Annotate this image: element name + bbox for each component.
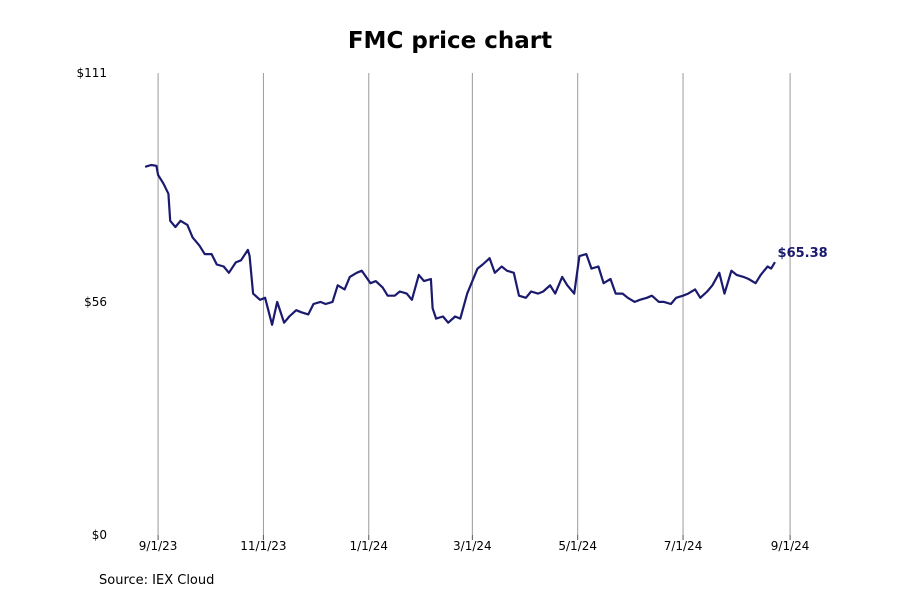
last-price-label: $65.38 <box>778 246 828 261</box>
chart-title: FMC price chart <box>347 28 553 54</box>
x-tick-label-6: 9/1/24 <box>771 539 810 553</box>
x-tick-label-3: 3/1/24 <box>453 539 492 553</box>
y-tick-label-2: $0 <box>92 528 107 542</box>
y-tick-label-0: $111 <box>76 66 107 80</box>
x-tick-label-5: 7/1/24 <box>664 539 703 553</box>
x-tick-label-2: 1/1/24 <box>349 539 388 553</box>
x-tick-label-0: 9/1/23 <box>139 539 178 553</box>
x-tick-label-1: 11/1/23 <box>240 539 286 553</box>
source-note: Source: IEX Cloud <box>99 573 215 588</box>
x-tick-label-4: 5/1/24 <box>558 539 597 553</box>
x-axis-ticks: 9/1/23 11/1/23 1/1/24 3/1/24 5/1/24 7/1/24 9/1… <box>139 535 810 553</box>
y-tick-label-1: $56 <box>84 295 107 309</box>
y-axis-ticks: $111 $56 $0 <box>76 66 107 542</box>
price-series-line <box>144 163 776 326</box>
gridlines <box>157 73 791 535</box>
